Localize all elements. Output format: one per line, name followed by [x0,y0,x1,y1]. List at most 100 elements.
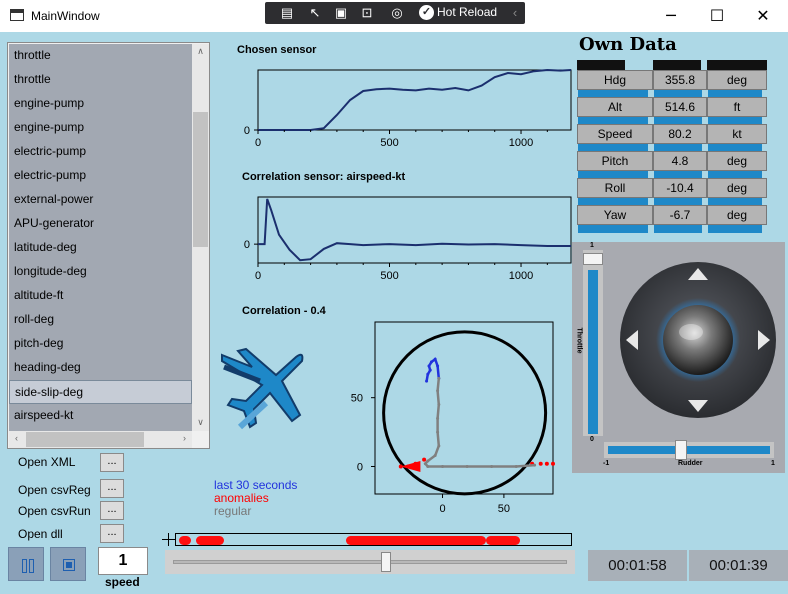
y-tick-label: 0 [244,239,250,251]
own-data-bar [654,117,702,125]
throttle-max-label: 1 [590,242,594,249]
binding-failures-icon[interactable]: ◎ [391,5,403,20]
throttle-slider[interactable] [583,250,603,436]
own-data-bar [654,90,702,98]
hot-reload-check-icon[interactable]: ✓ [419,5,434,20]
sensor-list-item[interactable]: longitude-deg [14,264,87,278]
timeline-crosshair-v [168,533,169,546]
own-data-value: 514.6 [653,97,707,117]
sensor-list-items[interactable]: throttle throttle engine-pump engine-pump el… [9,44,192,431]
rudder-slider-track[interactable] [608,446,770,454]
scroll-down-icon[interactable]: ∨ [197,417,204,427]
joystick-right-arrow-icon [758,330,770,350]
chart-title: Correlation - 0.4 [242,305,327,317]
playback-slider-track[interactable] [173,560,567,564]
live-visual-tree-icon[interactable]: ▤ [280,5,294,20]
series-point [465,464,469,468]
y-tick-label: 50 [351,393,363,405]
plot-frame [257,69,572,131]
open-csvrun-button[interactable]: ... [100,501,124,520]
sensor-list-item[interactable]: engine-pump [14,120,85,134]
scroll-right-icon[interactable]: › [183,433,186,443]
series-point [429,360,433,364]
scroll-left-icon[interactable]: ‹ [15,433,18,443]
own-data-unit: deg [707,205,767,225]
series-point [426,372,430,376]
series-point [433,357,437,361]
sensor-list-item[interactable]: heading-deg [14,360,81,374]
horizontal-scrollbar[interactable]: ‹ › [9,431,192,448]
rudder-slider-thumb[interactable] [674,440,687,460]
own-data-bar [578,198,648,206]
vertical-scrollbar[interactable]: ∧ ∨ [192,44,209,431]
open-xml-label: Open XML [18,455,76,469]
sensor-list-item[interactable]: altitude-ft [14,288,64,302]
rudder-label: Rudder [678,460,703,467]
own-data-bar [654,225,702,233]
sensor-list-item[interactable]: electric-pump [14,144,87,158]
own-data-bar [654,171,702,179]
x-tick-label: 0 [255,137,261,149]
sensor-list-item[interactable]: latitude-deg [14,240,77,254]
minimize-button[interactable]: ─ [666,6,676,25]
open-csvreg-button[interactable]: ... [100,479,124,498]
x-tick-label: 500 [380,137,398,149]
series-line [258,68,572,131]
speed-input[interactable]: 1 [98,547,148,575]
display-layout-adorners-icon[interactable]: ▣ [334,5,348,20]
sensor-list-item[interactable]: roll-deg [14,312,55,326]
select-element-icon[interactable]: ↖ [309,5,321,20]
stop-button[interactable] [50,547,86,581]
maximize-button[interactable]: ☐ [709,6,725,25]
joystick-down-arrow-icon [688,400,708,412]
collapse-toolbar-icon[interactable]: ‹ [512,5,518,20]
playback-slider-thumb[interactable] [380,552,391,572]
y-tick-label: 0 [357,461,363,473]
vertical-scroll-thumb[interactable] [193,112,208,247]
sensor-listbox[interactable]: throttle throttle engine-pump engine-pump el… [7,42,210,449]
sensor-list-item[interactable]: pitch-deg [14,336,64,350]
sensor-list-item[interactable]: airspeed-kt [14,408,74,422]
hot-reload-label[interactable]: Hot Reload [437,5,498,19]
track-focus-icon[interactable]: ⊡ [361,5,373,20]
sensor-list-item[interactable]: engine-pump [14,96,85,110]
series-point [427,364,431,368]
sensor-list-item[interactable]: electric-pump [14,168,87,182]
pause-button[interactable] [8,547,44,581]
legend-anomalies: anomalies [214,491,269,505]
anomaly-timeline [175,533,572,546]
throttle-slider-thumb[interactable] [583,253,603,265]
joystick-control[interactable] [618,260,778,420]
playback-slider[interactable] [165,550,575,574]
own-data-value: -10.4 [653,178,707,198]
own-data-bar [578,171,648,179]
regular-series-line [423,378,535,468]
open-xml-button[interactable]: ... [100,453,124,472]
own-data-header-bar [577,60,625,70]
sensor-list-item[interactable]: throttle [14,72,51,86]
open-csvreg-label: Open csvReg [18,483,91,497]
x-tick-label: 0 [439,503,445,515]
own-data-label: Alt [577,97,653,117]
scroll-up-icon[interactable]: ∧ [197,46,204,56]
series-point [428,368,432,372]
y-tick-label: 0 [244,125,250,137]
sensor-list-item[interactable]: throttle [14,48,51,62]
series-point [436,389,440,393]
close-button[interactable]: ✕ [756,6,770,25]
debug-toolbar: ▤ ↖ ▣ ⊡ ◎ ✓ Hot Reload ‹ [265,2,525,24]
open-dll-button[interactable]: ... [100,524,124,543]
throttle-slider-track[interactable] [588,270,598,434]
series-point [425,379,429,383]
x-tick-label: 1000 [509,137,533,149]
joystick-knob[interactable] [663,305,733,375]
own-data-bar [708,171,762,179]
sensor-list-item[interactable]: side-slip-deg [9,380,192,404]
series-point [437,444,441,448]
series-point [436,430,440,434]
horizontal-scroll-thumb[interactable] [26,432,144,447]
sensor-list-item[interactable]: external-power [14,192,94,206]
sensor-list-item[interactable]: APU-generator [14,216,95,230]
rudder-slider[interactable] [604,440,774,460]
own-data-label: Hdg [577,70,653,90]
